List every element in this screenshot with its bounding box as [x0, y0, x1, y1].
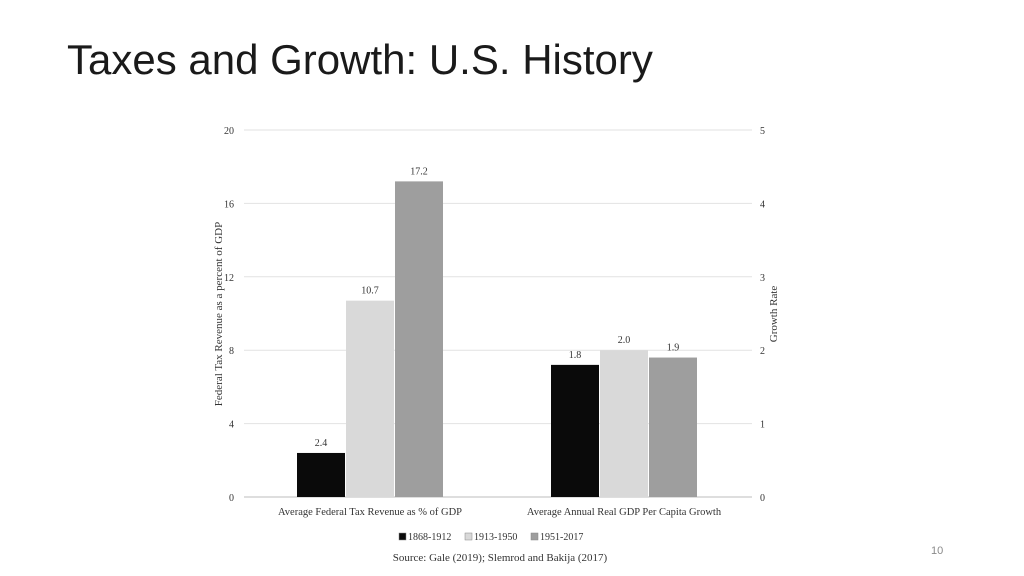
right-axis-label: Growth Rate	[768, 286, 780, 343]
bar-value-labels: 2.4 10.7 17.2 1.8 2.0 1.9	[315, 166, 680, 449]
bar-1913-1950-tax	[346, 300, 394, 497]
bar-1868-1912-growth	[551, 364, 599, 497]
right-tick-label: 2	[760, 346, 765, 357]
slide-title: Taxes and Growth: U.S. History	[67, 36, 653, 83]
bars	[297, 181, 697, 497]
bar-1868-1912-tax	[297, 452, 345, 497]
legend-swatch	[398, 532, 407, 541]
bar-1913-1950-growth	[600, 350, 648, 497]
category-label: Average Federal Tax Revenue as % of GDP	[278, 507, 462, 518]
legend-label: 1868-1912	[408, 532, 451, 543]
legend-swatch	[530, 532, 539, 541]
bar-value-label: 17.2	[410, 166, 428, 177]
right-tick-label: 0	[760, 493, 765, 504]
bar-value-label: 1.8	[569, 350, 582, 361]
right-axis-ticks: 0 1 2 3 4 5	[760, 126, 765, 504]
bar-1951-2017-tax	[395, 181, 443, 497]
bar-value-label: 2.4	[315, 438, 328, 449]
left-tick-label: 0	[229, 493, 234, 504]
bar-1951-2017-growth	[649, 357, 697, 497]
category-labels: Average Federal Tax Revenue as % of GDP A…	[278, 507, 722, 518]
bar-value-label: 10.7	[361, 286, 379, 297]
legend-label: 1913-1950	[474, 532, 517, 543]
left-axis-label: Federal Tax Revenue as a percent of GDP	[213, 222, 225, 406]
legend-label: 1951-2017	[540, 532, 583, 543]
bar-value-label: 2.0	[618, 335, 631, 346]
left-tick-label: 20	[224, 126, 234, 137]
right-tick-label: 3	[760, 273, 765, 284]
source-note: Source: Gale (2019); Slemrod and Bakija …	[393, 552, 608, 564]
left-axis-ticks: 0 4 8 12 16 20	[224, 126, 234, 504]
bar-value-label: 1.9	[667, 343, 680, 354]
right-tick-label: 1	[760, 420, 765, 431]
legend-swatch	[464, 532, 473, 541]
page-number: 10	[931, 545, 944, 557]
left-tick-label: 12	[224, 273, 234, 284]
left-tick-label: 8	[229, 346, 234, 357]
category-label: Average Annual Real GDP Per Capita Growt…	[527, 507, 722, 518]
left-tick-label: 4	[229, 420, 234, 431]
right-tick-label: 4	[760, 199, 765, 210]
right-tick-label: 5	[760, 126, 765, 137]
legend: 1868-1912 1913-1950 1951-2017	[398, 532, 583, 543]
left-tick-label: 16	[224, 199, 234, 210]
